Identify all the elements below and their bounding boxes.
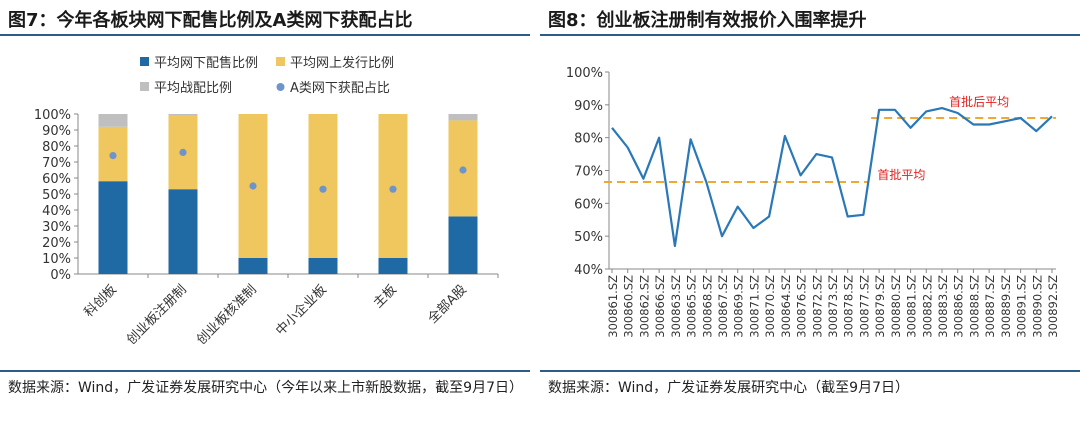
x-tick-label: 300872.SZ: [810, 275, 824, 338]
x-tick-label: 300879.SZ: [873, 275, 887, 338]
x-tick-label: 300887.SZ: [983, 275, 997, 338]
y-tick-label: 40%: [574, 263, 603, 278]
x-tick-label: 300860.SZ: [622, 275, 636, 338]
y-tick-label: 40%: [42, 204, 71, 219]
x-tick-label: 中小企业板: [273, 282, 330, 339]
series-line: [611, 106, 1053, 248]
left-figure-title: 图7：今年各板块网下配售比例及A类网下获配占比: [8, 10, 413, 31]
right-figure-panel: 图8：创业板注册制有效报价入围率提升 40% 50% 60% 70% 80% 90% 100…: [540, 0, 1080, 440]
bar-segment: [168, 114, 198, 116]
bar-segment: [448, 216, 478, 274]
a-class-marker: [179, 148, 187, 156]
x-tick-label: 300868.SZ: [700, 275, 714, 338]
x-tick-label: 创业板核准制: [194, 282, 260, 348]
legend-marker: [276, 83, 285, 91]
x-tick-label: 300867.SZ: [716, 275, 730, 338]
a-class-marker: [389, 185, 397, 193]
x-tick-label: 科创板: [82, 282, 120, 320]
a-class-marker: [109, 152, 117, 160]
legend-item: 平均战配比例: [140, 81, 232, 96]
x-tick-label: 300889.SZ: [999, 275, 1013, 338]
left-source-note: 数据来源：Wind，广发证券发展研究中心（今年以来上市新股数据，截至9月7日）: [8, 380, 523, 396]
right-source-note: 数据来源：Wind，广发证券发展研究中心（截至9月7日）: [548, 380, 909, 396]
x-tick-label: 300876.SZ: [795, 275, 809, 338]
y-tick-label: 70%: [574, 165, 603, 180]
x-tick-label: 300891.SZ: [1015, 275, 1029, 338]
legend-label: 平均网上发行比例: [290, 55, 394, 71]
right-figure-title: 图8：创业板注册制有效报价入围率提升: [548, 10, 867, 31]
bar-segment: [168, 189, 198, 274]
y-tick-label: 60%: [574, 197, 603, 212]
right-source-rule: [540, 370, 1080, 372]
right-title-rule: [540, 34, 1080, 36]
line-chart: 40% 50% 60% 70% 80% 90% 100% 首批平均 首批后平均 300861.SZ…: [566, 66, 1060, 338]
x-tick-label: 300866.SZ: [653, 275, 667, 338]
bar-segment: [448, 114, 478, 121]
x-tick-label: 300881.SZ: [905, 275, 919, 338]
legend-item: 平均网上发行比例: [276, 55, 394, 71]
y-tick-label: 90%: [574, 99, 603, 114]
y-tick-label: 20%: [42, 236, 71, 251]
a-class-marker: [319, 185, 327, 193]
x-tick-label: 300882.SZ: [920, 275, 934, 338]
a-class-marker: [459, 166, 467, 174]
bar-segment: [308, 258, 338, 274]
legend-label: A类网下获配占比: [290, 81, 390, 96]
x-tick-label: 300888.SZ: [967, 275, 981, 338]
left-figure-panel: 图7：今年各板块网下配售比例及A类网下获配占比 平均网下配售比例 平均网上发行比例…: [0, 0, 530, 440]
x-tick-label: 300864.SZ: [779, 275, 793, 338]
x-tick-label: 300883.SZ: [936, 275, 950, 338]
y-tick-label: 0%: [50, 268, 71, 283]
bar-segment: [238, 258, 268, 274]
y-tick-label: 10%: [42, 252, 71, 267]
x-tick-label: 300873.SZ: [826, 275, 840, 338]
legend-item: A类网下获配占比: [276, 81, 390, 96]
y-tick-label: 80%: [574, 132, 603, 147]
legend-swatch: [276, 57, 285, 66]
bar-segment: [98, 181, 128, 274]
y-tick-label: 50%: [574, 230, 603, 245]
y-tick-label: 30%: [42, 220, 71, 235]
average-reference-label: 首批平均: [877, 167, 925, 182]
x-tick-label: 300890.SZ: [1030, 275, 1044, 338]
x-tick-label: 300863.SZ: [669, 275, 683, 338]
legend-label: 平均战配比例: [154, 81, 232, 96]
x-tick-label: 300862.SZ: [637, 275, 651, 338]
x-tick-label: 300878.SZ: [842, 275, 856, 338]
legend-swatch: [140, 57, 149, 66]
legend-item: 平均网下配售比例: [140, 55, 258, 71]
x-tick-label: 300877.SZ: [857, 275, 871, 338]
x-tick-label: 300865.SZ: [685, 275, 699, 338]
left-title-rule: [0, 34, 530, 36]
y-tick-label: 80%: [42, 140, 71, 155]
average-reference-label: 首批后平均: [949, 94, 1009, 109]
left-source-rule: [0, 370, 530, 372]
a-class-marker: [249, 182, 257, 190]
y-tick-label: 100%: [34, 108, 71, 123]
x-tick-label: 300892.SZ: [1046, 275, 1060, 338]
x-tick-label: 300861.SZ: [606, 275, 620, 338]
bar-segment: [98, 114, 128, 127]
x-tick-label: 300880.SZ: [889, 275, 903, 338]
y-tick-label: 60%: [42, 172, 71, 187]
y-tick-label: 50%: [42, 188, 71, 203]
x-tick-label: 300886.SZ: [952, 275, 966, 338]
x-tick-label: 300871.SZ: [747, 275, 761, 338]
legend-label: 平均网下配售比例: [154, 55, 258, 71]
y-tick-label: 100%: [566, 66, 603, 81]
y-tick-label: 70%: [42, 156, 71, 171]
x-tick-label: 主板: [371, 282, 400, 311]
legend-swatch: [140, 82, 149, 91]
x-tick-label: 创业板注册制: [124, 282, 190, 348]
x-tick-label: 300870.SZ: [763, 275, 777, 338]
bar-segment: [378, 258, 408, 274]
x-tick-label: 全部A股: [425, 282, 470, 327]
y-tick-label: 90%: [42, 124, 71, 139]
x-tick-label: 300869.SZ: [732, 275, 746, 338]
